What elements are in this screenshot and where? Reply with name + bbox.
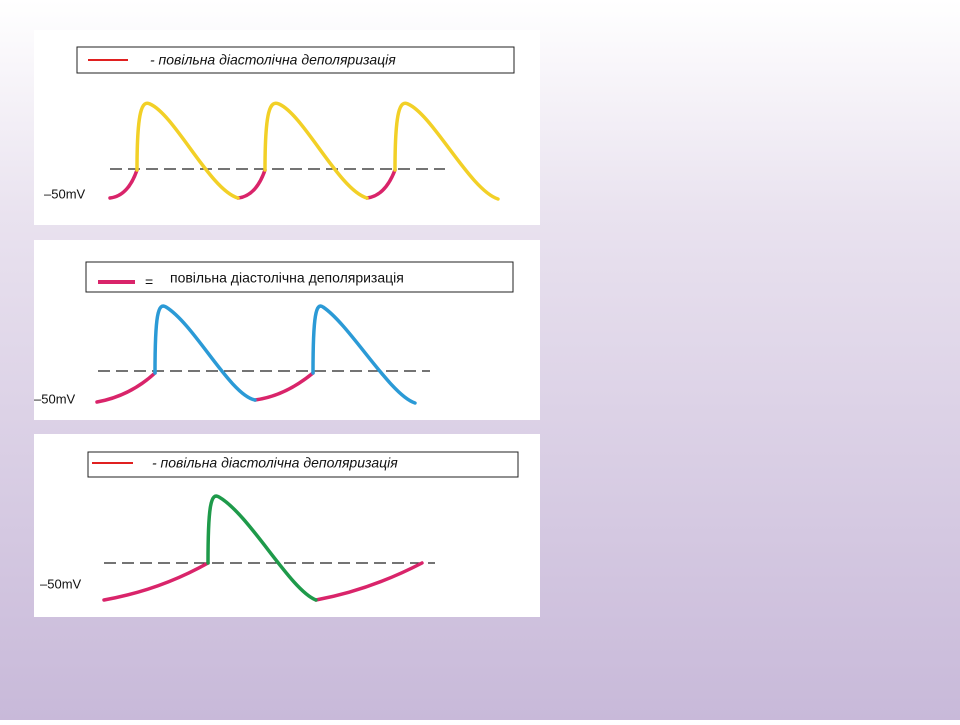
legend-symbol: = — [145, 274, 153, 290]
legend-text: повільна діастолічна деполяризація — [170, 270, 404, 286]
panel: - повільна діастолічна деполяризація –50… — [34, 30, 540, 225]
depolarization-curve — [108, 168, 397, 200]
action-potential-curve — [206, 494, 318, 602]
legend-text: - повільна діастолічна деполяризація — [150, 52, 396, 68]
depolarization-curve — [102, 561, 424, 602]
legend-box — [87, 451, 519, 478]
panel-bg — [34, 30, 540, 225]
level-label: –50mV — [34, 391, 76, 406]
level-label: –50mV — [44, 186, 86, 201]
panel: = повільна діастолічна деполяризація –50… — [34, 240, 540, 420]
legend-box — [76, 46, 515, 74]
action-potential-curve — [135, 101, 500, 201]
panel: - повільна діастолічна деполяризація –50… — [34, 434, 540, 617]
panel-bg — [34, 434, 540, 617]
panel-bg — [34, 240, 540, 420]
legend-text: - повільна діастолічна деполяризація — [152, 455, 398, 471]
legend-box — [85, 261, 514, 293]
level-label: –50mV — [40, 576, 82, 591]
depolarization-curve — [95, 371, 315, 404]
action-potential-curve — [153, 304, 417, 405]
